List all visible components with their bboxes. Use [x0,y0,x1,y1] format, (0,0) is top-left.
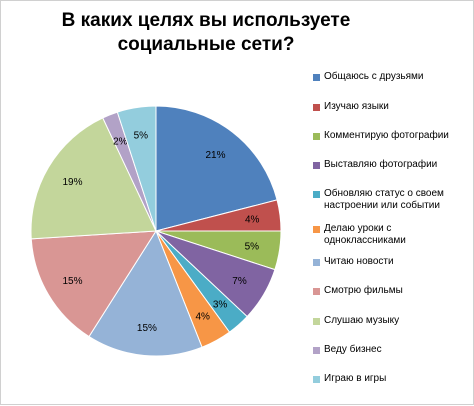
legend-label: Играю в игры [324,373,387,384]
legend-item: Веду бизнес [313,344,382,356]
legend-swatch [313,74,320,81]
slice-label: 15% [62,276,82,287]
chart-title: В каких целях вы используете социальные … [61,10,351,55]
slice-label: 4% [245,214,260,225]
legend-item: Читаю новости [313,256,394,268]
slice-label: 15% [137,323,157,334]
legend-label: Смотрю фильмы [324,285,403,296]
legend-item: Обновляю статус о своем настроении или с… [313,188,444,212]
legend-item: Делаю уроки с одноклассниками [313,223,474,247]
legend-label: Комментирую фотографии [324,130,449,141]
pie-slice [155,105,278,232]
legend-label: Слушаю музыку [324,315,400,326]
legend-swatch [313,347,320,354]
legend-item: Играю в игры [313,373,386,385]
slice-label: 2% [113,136,128,147]
legend-label: Выставляю фотографии [324,159,438,170]
legend-swatch [313,288,320,295]
legend-swatch [313,376,320,383]
slice-label: 3% [213,299,228,310]
slice-label: 7% [232,276,247,287]
pie-slice [30,230,157,338]
pie-slice [116,105,157,232]
legend-swatch [313,191,320,198]
legend-item: Изучаю языки [313,101,389,113]
legend-item: Общаюсь с друзьями [313,71,424,83]
slice-label: 5% [134,131,149,142]
legend-item: Слушаю музыку [313,315,399,327]
legend-swatch [313,162,320,169]
pie-slice [88,229,203,357]
legend-item: Смотрю фильмы [313,285,403,297]
legend-label: Общаюсь с друзьями [324,71,424,82]
legend-label: Делаю уроки с одноклассниками [324,223,406,246]
pie-slice [30,117,157,240]
slice-label: 19% [62,177,82,188]
legend-item: Комментирую фотографии [313,130,449,142]
legend-label: Веду бизнес [324,344,382,355]
slice-label: 5% [245,242,260,253]
slice-label: 4% [195,312,210,323]
legend-swatch [313,133,320,140]
legend-swatch [313,226,320,233]
legend-label: Обновляю статус о своем настроении или с… [324,188,444,211]
legend-item: Выставляю фотографии [313,159,437,171]
legend-swatch [313,318,320,325]
legend-label: Читаю новости [324,256,394,267]
legend-swatch [313,104,320,111]
legend-swatch [313,259,320,266]
slice-label: 21% [205,150,225,161]
legend-label: Изучаю языки [324,101,389,112]
